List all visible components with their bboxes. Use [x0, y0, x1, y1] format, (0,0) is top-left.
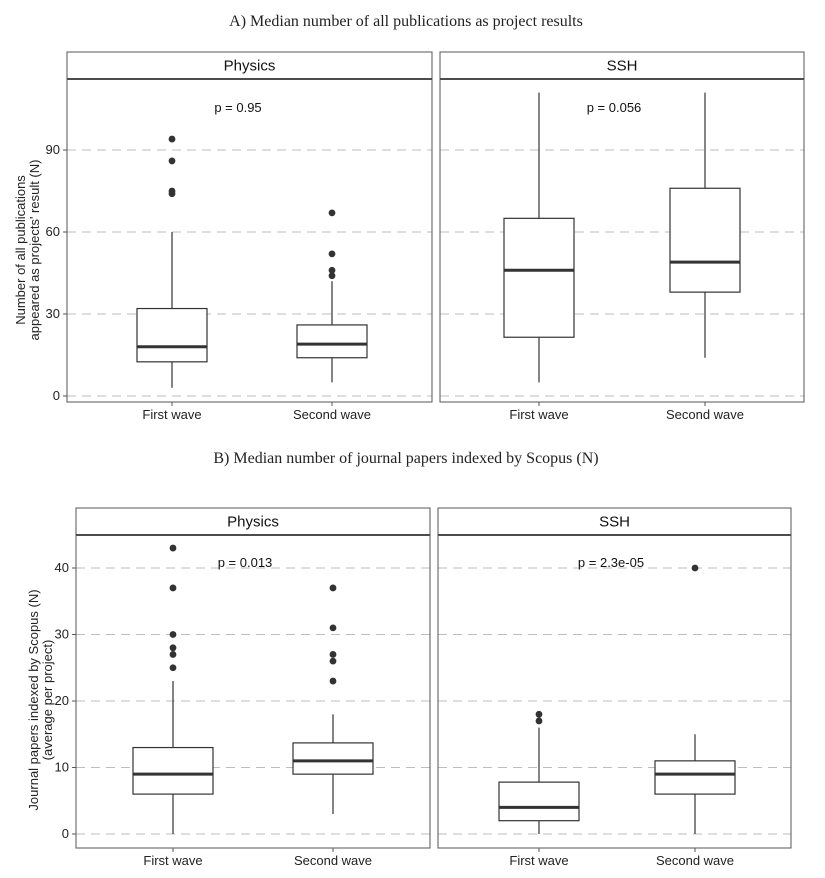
box-iqr	[498, 781, 580, 822]
p-value-annotation: p = 0.056	[587, 100, 642, 115]
y-tick-label: 30	[55, 627, 69, 642]
p-value-annotation: p = 2.3e-05	[578, 555, 644, 570]
outlier-point	[329, 657, 337, 665]
panel-border	[439, 78, 805, 403]
box-first-wave: First wave	[503, 92, 575, 422]
outlier-point	[168, 135, 176, 143]
y-tick-label: 20	[55, 693, 69, 708]
outlier-point	[328, 272, 336, 280]
panel-ssh: SSH p = 2.3e-05 First wave Second wave	[437, 507, 792, 868]
outlier-point	[329, 624, 337, 632]
strip-label: SSH	[599, 514, 630, 531]
p-value-annotation: p = 0.013	[218, 555, 273, 570]
box-first-wave: First wave	[498, 710, 580, 868]
outlier-point	[169, 664, 177, 672]
outlier-point	[169, 544, 177, 552]
x-tick-label: Second wave	[666, 407, 744, 422]
outlier-point	[169, 644, 177, 652]
x-tick-label: First wave	[142, 407, 201, 422]
chart-title: A) Median number of all publications as …	[229, 13, 583, 30]
outlier-point	[329, 584, 337, 592]
box-first-wave: First wave	[136, 135, 208, 422]
x-tick-label: Second wave	[294, 853, 372, 868]
strip-header	[66, 51, 433, 80]
outlier-point	[169, 651, 177, 658]
box-iqr	[292, 742, 374, 775]
strip-label: SSH	[607, 58, 638, 75]
panel-physics: Physics 0 30 60 90 p = 0.95 First wave Second w…	[46, 51, 433, 422]
box-iqr	[503, 217, 575, 338]
panel-ssh: SSH p = 0.056 First wave Second wave	[439, 51, 805, 422]
y-tick-label: 0	[53, 388, 60, 403]
y-tick-label: 90	[46, 142, 60, 157]
p-value-annotation: p = 0.95	[214, 100, 261, 115]
y-axis-label-line: Journal papers indexed by Scopus (N)	[26, 589, 41, 810]
outlier-point	[328, 266, 336, 274]
x-tick-label: First wave	[143, 853, 202, 868]
outlier-point	[168, 187, 176, 195]
x-tick-label: Second wave	[656, 853, 734, 868]
y-tick-label: 10	[55, 760, 69, 775]
y-tick-label: 0	[62, 826, 69, 841]
chart-a: A) Median number of all publications as …	[13, 13, 805, 422]
outlier-point	[535, 717, 543, 725]
y-axis-label-line: appeared as projects' result (N)	[27, 160, 42, 341]
outlier-point	[535, 710, 543, 718]
x-tick-label: Second wave	[293, 407, 371, 422]
chart-title: B) Median number of journal papers index…	[213, 450, 598, 467]
box-second-wave: Second wave	[654, 564, 736, 868]
box-second-wave: Second wave	[666, 92, 744, 422]
y-axis-label: Journal papers indexed by Scopus (N) (ave…	[26, 589, 55, 810]
box-iqr	[669, 187, 741, 293]
strip-label: Physics	[224, 58, 276, 75]
box-first-wave: First wave	[132, 544, 214, 868]
y-tick-label: 30	[46, 306, 60, 321]
box-iqr	[136, 307, 208, 363]
box-second-wave: Second wave	[293, 209, 371, 422]
box-iqr	[296, 324, 368, 359]
y-tick-label: 60	[46, 224, 60, 239]
x-tick-label: First wave	[509, 407, 568, 422]
outlier-point	[328, 209, 336, 217]
box-iqr	[654, 760, 736, 795]
outlier-point	[328, 250, 336, 258]
outlier-point	[169, 631, 177, 638]
strip-header	[437, 507, 792, 536]
panel-border	[75, 534, 431, 849]
y-axis-label: Number of all publications appeared as pr…	[13, 160, 42, 341]
outlier-point	[168, 157, 176, 165]
panel-border	[437, 534, 792, 849]
outlier-point	[691, 564, 699, 572]
y-axis-label-line: (average per project)	[40, 640, 55, 761]
outlier-point	[329, 677, 337, 685]
y-axis-label-line: Number of all publications	[13, 175, 28, 325]
panel-physics: Physics 0 10 20 30 40 p = 0.013 First wave Secon…	[55, 507, 431, 868]
x-tick-label: First wave	[509, 853, 568, 868]
outlier-point	[169, 584, 177, 592]
strip-header	[75, 507, 431, 536]
box-iqr	[132, 746, 214, 795]
strip-label: Physics	[227, 514, 279, 531]
y-tick-label: 40	[55, 560, 69, 575]
outlier-point	[329, 651, 337, 658]
chart-b: B) Median number of journal papers index…	[26, 450, 792, 868]
panel-border	[66, 78, 433, 403]
box-second-wave: Second wave	[292, 584, 374, 868]
